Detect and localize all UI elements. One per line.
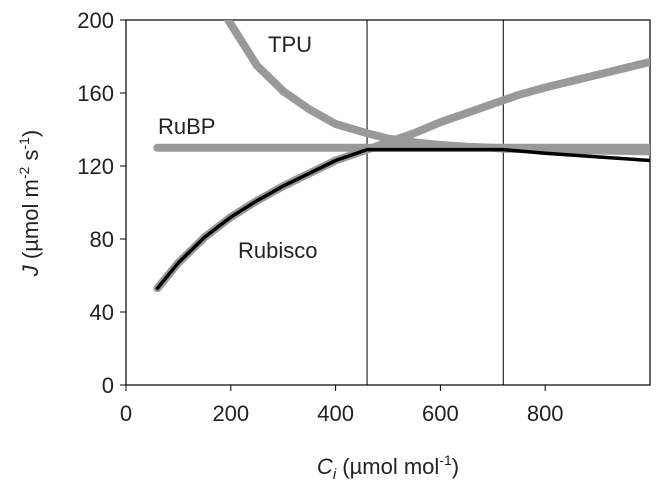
- x-tick-label: 600: [422, 401, 459, 426]
- y-axis-symbol: J: [18, 264, 43, 277]
- x-axis-unit: (µmol mol: [336, 454, 439, 479]
- x-tick-label: 800: [527, 401, 564, 426]
- x-tick-label: 0: [120, 401, 132, 426]
- x-axis-ticks: 0 200 400 600 800: [120, 385, 564, 426]
- y-tick-label: 200: [77, 8, 114, 33]
- x-axis-title: Ci (µmol mol-1): [317, 452, 459, 483]
- y-tick-label: 40: [90, 300, 114, 325]
- x-tick-label: 200: [212, 401, 249, 426]
- x-axis-superscript: -1: [439, 452, 452, 468]
- reference-lines: [366, 20, 504, 385]
- y-axis-superscript-2: -1: [16, 137, 32, 150]
- x-axis-close: ): [452, 454, 459, 479]
- x-axis-subscript: i: [333, 466, 337, 483]
- y-axis-close: ): [18, 130, 43, 137]
- y-tick-label: 80: [90, 227, 114, 252]
- x-tick-label: 400: [317, 401, 354, 426]
- series-label-tpu: TPU: [268, 32, 312, 57]
- y-tick-label: 0: [102, 373, 114, 398]
- y-axis-superscript-1: -2: [16, 167, 32, 180]
- x-axis-symbol: C: [317, 454, 333, 479]
- y-axis-mid: s: [18, 150, 43, 167]
- limiting-rate-line: [155, 147, 650, 291]
- series-label-rubisco: Rubisco: [238, 238, 317, 263]
- y-axis-ticks: 0 40 80 120 160 200: [77, 8, 126, 398]
- y-axis-title: J (µmol m-2 s-1): [16, 130, 43, 277]
- y-tick-label: 120: [77, 154, 114, 179]
- limiting-rate-layer: [155, 147, 650, 291]
- plot-frame: [125, 19, 651, 386]
- y-tick-label: 160: [77, 81, 114, 106]
- series-line-rubisco: [153, 58, 650, 293]
- y-axis-unit: (µmol m: [18, 179, 43, 265]
- series-label-rubp: RuBP: [158, 114, 215, 139]
